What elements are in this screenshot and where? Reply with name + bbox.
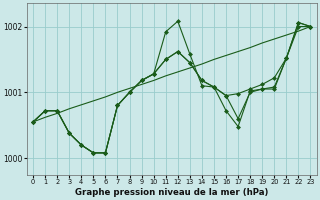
X-axis label: Graphe pression niveau de la mer (hPa): Graphe pression niveau de la mer (hPa) (75, 188, 268, 197)
